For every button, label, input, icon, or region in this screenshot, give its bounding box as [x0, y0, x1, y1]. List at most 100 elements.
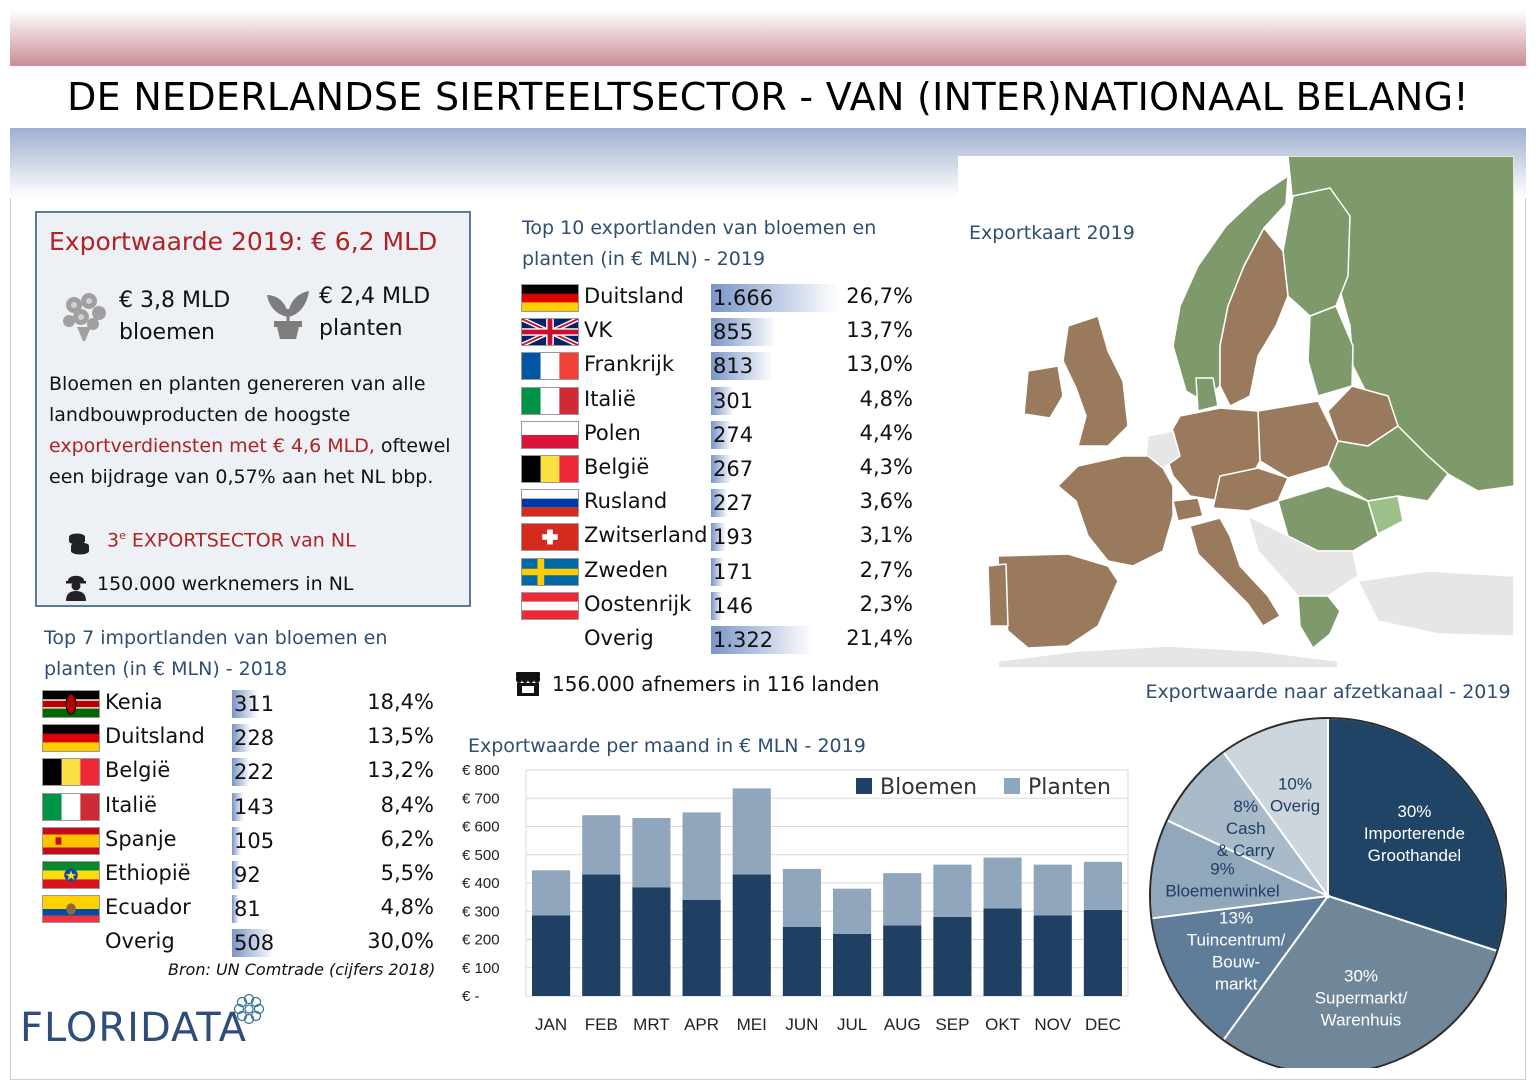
country-name: Kenia — [105, 690, 163, 714]
value-bar — [232, 826, 241, 855]
value-bar-cell: 813 — [711, 352, 839, 381]
map-region-north-africa — [997, 645, 1339, 668]
flag-es-icon — [42, 826, 100, 855]
pie-label: Tuincentrum/ — [1187, 930, 1286, 949]
bar-bloemen-feb — [582, 874, 621, 996]
bar-bloemen-mei — [732, 874, 771, 996]
x-tick-label: DEC — [1085, 1015, 1121, 1034]
y-tick-label: € 400 — [462, 875, 500, 892]
y-tick-label: € 500 — [462, 847, 500, 864]
table-row: Ethiopië 92 5,5% — [42, 859, 442, 891]
bar-planten-feb — [582, 815, 621, 875]
value-bar-cell: 1.322 — [711, 626, 839, 654]
desc-part2: oftewel een bijdrage van 0,57% aan het N… — [49, 435, 451, 488]
legend-swatch-bloemen — [856, 778, 872, 794]
legend-label-bloemen: Bloemen — [880, 775, 977, 800]
country-name: Zweden — [584, 557, 669, 582]
y-tick-label: € 300 — [462, 903, 500, 920]
bar-bloemen-jun — [782, 926, 821, 996]
export-table-title-line1: Top 10 exportlanden van bloemen en — [522, 217, 877, 239]
share-percentage: 3,6% — [859, 489, 913, 514]
title-bar: DE NEDERLANDSE SIERTEELTSECTOR - VAN (IN… — [10, 66, 1526, 128]
flag-se-icon — [521, 557, 579, 586]
flag-it-icon — [521, 386, 579, 415]
value-label: 92 — [234, 863, 261, 887]
legend-label-planten: Planten — [1028, 775, 1111, 800]
x-tick-label: MRT — [633, 1015, 670, 1034]
flag-de-icon — [42, 724, 100, 753]
flag-ke-icon — [42, 690, 100, 718]
value-bar — [232, 792, 244, 821]
pie-title: Exportwaarde naar afzetkanaal - 2019 — [1145, 681, 1510, 703]
share-percentage: 4,8% — [859, 386, 913, 411]
table-row: VK 855 13,7% — [521, 316, 921, 348]
map-region-sweden — [1219, 227, 1289, 407]
value-bar-cell: 855 — [711, 318, 839, 347]
bar-bloemen-jul — [833, 933, 872, 996]
map-region-france — [1057, 455, 1174, 567]
value-bar — [711, 489, 729, 518]
map-region-ireland — [1023, 365, 1064, 419]
chart-title: Exportwaarde per maand in € MLN - 2019 — [468, 735, 866, 757]
floridata-flower-icon — [233, 993, 265, 1025]
pie-label: Groothandel — [1368, 846, 1462, 865]
value-bar-cell: 267 — [711, 455, 839, 483]
country-name: België — [105, 758, 171, 783]
country-name: Overig — [584, 626, 654, 650]
flag-be-icon — [521, 455, 579, 483]
shop-icon — [516, 672, 540, 696]
pie-label: 9% — [1210, 859, 1235, 878]
flowers-export: € 3,8 MLD bloemen — [119, 285, 230, 349]
sector-rank-number: 3 — [107, 529, 120, 552]
pie-label: 13% — [1219, 908, 1253, 927]
value-bar-cell: 193 — [711, 523, 839, 552]
flowers-value: € 3,8 MLD — [119, 288, 231, 313]
value-label: 193 — [713, 525, 754, 550]
map-region-benelux — [1145, 430, 1181, 469]
bar-planten-jan — [532, 870, 571, 916]
map-region-finland — [1282, 187, 1351, 317]
table-row: Rusland 227 3,6% — [521, 487, 921, 519]
y-tick-label: € 600 — [462, 819, 500, 836]
value-bar — [232, 758, 251, 787]
employees-count: 150.000 werknemers in NL — [97, 573, 354, 595]
bar-planten-mrt — [632, 818, 671, 888]
share-percentage: 6,2% — [380, 826, 434, 851]
bar-bloemen-sep — [933, 916, 972, 996]
share-percentage: 13,7% — [846, 318, 913, 343]
value-bar-cell: 228 — [232, 724, 275, 753]
pie-label: Supermarkt/ — [1315, 989, 1408, 1008]
value-bar-cell: 171 — [711, 557, 839, 586]
bar-planten-apr — [682, 812, 721, 900]
table-row: Overig 508 30,0% — [42, 927, 442, 959]
x-tick-label: NOV — [1034, 1015, 1072, 1034]
share-percentage: 2,3% — [859, 591, 913, 616]
share-percentage: 4,3% — [859, 455, 913, 479]
value-label: 301 — [713, 388, 754, 413]
desc-highlight: exportverdiensten met € 4,6 MLD, — [49, 435, 375, 457]
bar-bloemen-apr — [682, 899, 721, 996]
header-band-top — [10, 10, 1526, 66]
table-row: Ecuador 81 4,8% — [42, 893, 442, 925]
value-label: 143 — [234, 794, 275, 819]
map-region-uk — [1062, 315, 1129, 447]
value-bar-cell: 143 — [232, 792, 275, 821]
value-bar — [711, 557, 725, 586]
value-label: 855 — [713, 320, 754, 345]
share-percentage: 3,1% — [859, 523, 913, 548]
table-row: Zwitserland 193 3,1% — [521, 521, 921, 553]
flag-ru-icon — [521, 489, 579, 518]
map-region-portugal — [987, 563, 1009, 627]
share-percentage: 26,7% — [846, 284, 913, 308]
map-region-denmark — [1195, 377, 1219, 412]
export-sector-rank: 3e EXPORTSECTOR van NL — [107, 529, 356, 551]
europe-export-map — [958, 156, 1514, 668]
plants-label: planten — [319, 316, 403, 341]
map-region-switzerland — [1172, 497, 1204, 522]
table-row: Overig 1.322 21,4% — [521, 624, 921, 656]
share-percentage: 13,5% — [367, 724, 434, 749]
flag-be-icon — [42, 758, 100, 787]
value-label: 228 — [234, 726, 275, 751]
x-tick-label: FEB — [585, 1015, 618, 1034]
x-tick-label: AUG — [884, 1015, 921, 1034]
